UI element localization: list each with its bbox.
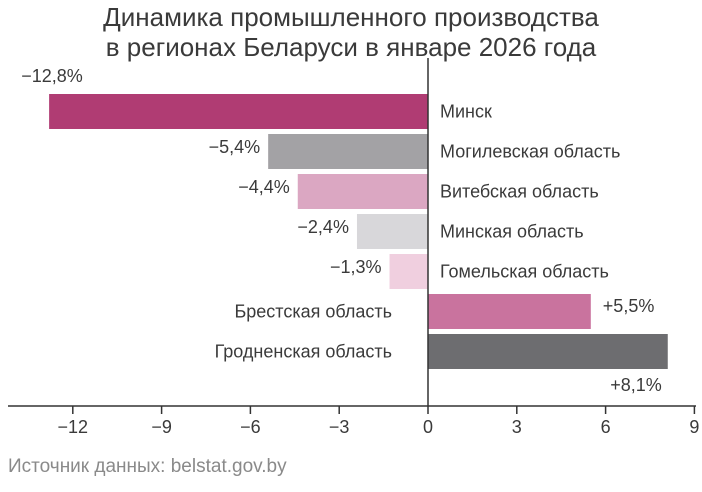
chart-title-line-2: в регионах Беларуси в январе 2026 года xyxy=(105,32,597,62)
category-label: Витебская область xyxy=(440,182,599,202)
data-label: −12,8% xyxy=(21,66,83,86)
chart-title: Динамика промышленного производства в ре… xyxy=(0,2,702,62)
data-label: −1,3% xyxy=(330,257,382,277)
bar xyxy=(49,94,429,129)
data-label: −2,4% xyxy=(297,217,349,237)
category-label: Минская область xyxy=(440,222,584,242)
category-label: Минск xyxy=(440,102,492,122)
bar xyxy=(389,254,428,289)
x-tick-label: −9 xyxy=(151,417,172,437)
source-note: Источник данных: belstat.gov.by xyxy=(8,456,287,477)
bar xyxy=(268,134,428,169)
bar xyxy=(428,294,591,329)
bar xyxy=(297,174,428,209)
bar xyxy=(428,334,668,369)
x-tick-label: −12 xyxy=(58,417,89,437)
data-label: +8,1% xyxy=(610,375,662,395)
data-label: +5,5% xyxy=(603,296,655,316)
bar xyxy=(356,214,428,249)
chart-title-line-1: Динамика промышленного производства xyxy=(103,2,599,32)
x-tick-label: 0 xyxy=(423,417,433,437)
category-label: Гродненская область xyxy=(215,342,392,362)
category-label: Брестская область xyxy=(234,302,392,322)
x-tick-label: 9 xyxy=(689,417,699,437)
data-label: −5,4% xyxy=(209,137,261,157)
category-label: Гомельская область xyxy=(440,262,609,282)
category-label: Могилевская область xyxy=(440,142,620,162)
x-tick-label: 3 xyxy=(512,417,522,437)
x-tick-label: −3 xyxy=(329,417,350,437)
x-tick-label: −6 xyxy=(240,417,261,437)
x-tick-label: 6 xyxy=(601,417,611,437)
data-label: −4,4% xyxy=(238,177,290,197)
